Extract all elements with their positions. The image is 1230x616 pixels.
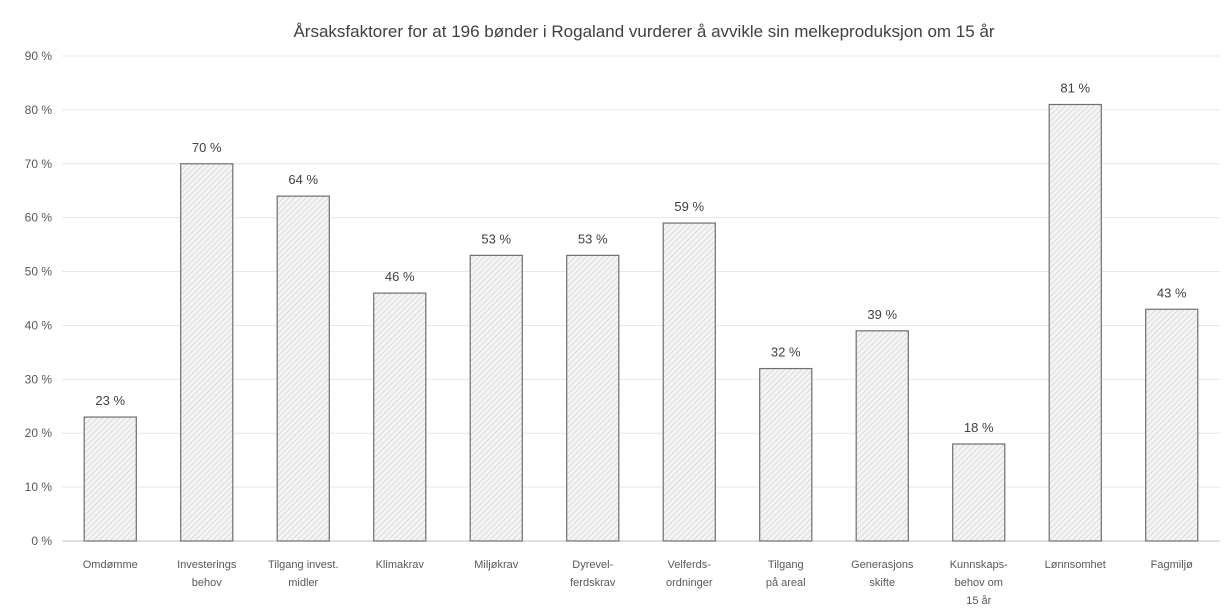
x-tick-label: Generasjons skifte: [851, 559, 914, 589]
data-label: 64 %: [288, 172, 318, 187]
bar: [181, 164, 233, 541]
data-label: 39 %: [867, 307, 897, 322]
bar: [470, 255, 522, 541]
x-tick-label: Velferds-ordninger: [666, 559, 713, 589]
x-tick-label: Miljøkrav: [474, 559, 518, 571]
y-tick-label: 80 %: [25, 103, 53, 117]
data-label: 18 %: [964, 420, 994, 435]
bar: [953, 444, 1005, 541]
data-label: 53 %: [481, 231, 511, 246]
x-tick-label: Kunnskaps-behov om 15 år: [950, 559, 1008, 607]
bar: [1049, 105, 1101, 542]
bars: [84, 105, 1198, 542]
bar: [663, 223, 715, 541]
bar: [277, 196, 329, 541]
data-label: 23 %: [95, 393, 125, 408]
y-tick-label: 60 %: [25, 211, 53, 225]
data-label: 46 %: [385, 269, 415, 284]
y-tick-label: 0 %: [31, 534, 52, 548]
y-tick-label: 70 %: [25, 157, 53, 171]
data-label: 70 %: [192, 140, 222, 155]
x-tick-label: Lønnsomhet: [1045, 559, 1106, 571]
bar: [1146, 309, 1198, 541]
chart-title: Årsaksfaktorer for at 196 bønder i Rogal…: [293, 22, 994, 41]
x-tick-label: Fagmiljø: [1151, 559, 1193, 571]
x-tick-label: Omdømme: [83, 559, 138, 571]
y-tick-label: 30 %: [25, 372, 53, 386]
y-tick-label: 40 %: [25, 318, 53, 332]
bar: [84, 417, 136, 541]
x-tick-label: Tilgang invest. midler: [268, 559, 339, 589]
data-label: 53 %: [578, 231, 608, 246]
x-tick-label: Investerings behov: [177, 559, 237, 589]
data-label: 32 %: [771, 345, 801, 360]
y-tick-label: 10 %: [25, 480, 53, 494]
bar: [760, 369, 812, 541]
data-label: 59 %: [674, 199, 704, 214]
y-axis: 0 % 10 % 20 % 30 % 40 % 50 % 60 % 70 % 80 % 90 %: [25, 49, 53, 548]
data-label: 81 %: [1060, 81, 1090, 96]
bar: [567, 255, 619, 541]
bar: [374, 293, 426, 541]
gridlines: [62, 56, 1220, 487]
x-tick-label: Dyrevel-ferdskrav: [570, 559, 616, 589]
x-tick-label: Klimakrav: [376, 559, 425, 571]
y-tick-label: 50 %: [25, 265, 53, 279]
bar: [856, 331, 908, 541]
y-tick-label: 90 %: [25, 49, 53, 63]
data-labels: 23 % 70 % 64 % 46 % 53 % 53 % 59 % 32 % 39 % 18 %…: [95, 81, 1187, 436]
x-tick-label: Tilgang på areal: [766, 559, 806, 589]
x-axis: Omdømme Investerings behov Tilgang invest. m…: [83, 559, 1193, 607]
y-tick-label: 20 %: [25, 426, 53, 440]
data-label: 43 %: [1157, 285, 1187, 300]
